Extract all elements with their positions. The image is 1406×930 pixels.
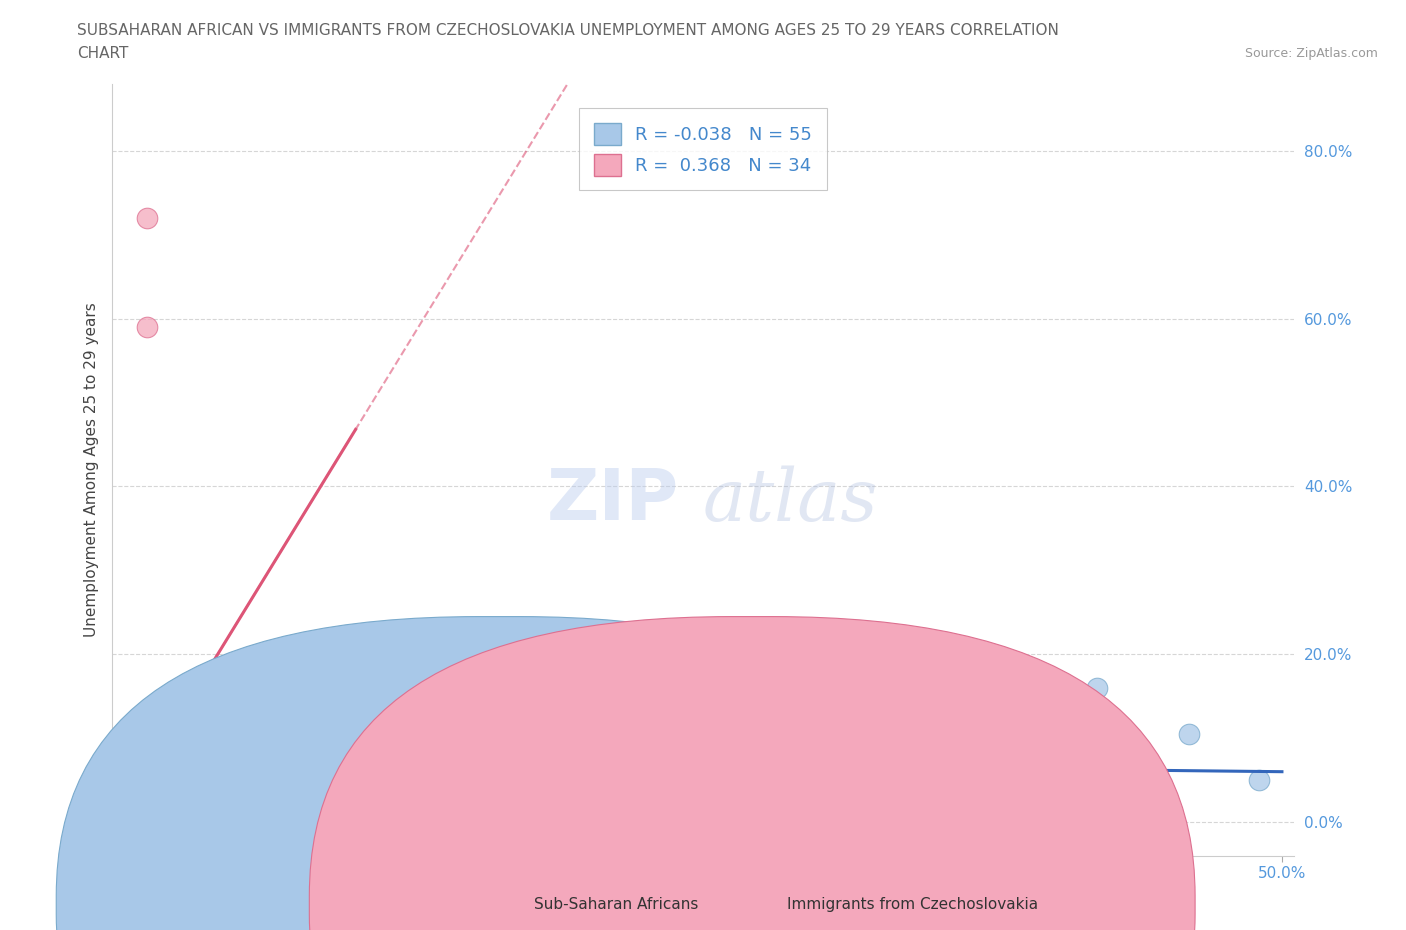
Point	[124, 781, 146, 796]
Point	[150, 773, 173, 788]
Point	[155, 777, 177, 791]
Point	[517, 714, 540, 729]
Text: ZIP: ZIP	[547, 466, 679, 535]
Point	[240, 714, 263, 729]
Point	[831, 676, 853, 691]
Point	[946, 681, 969, 696]
Point	[495, 710, 517, 724]
Point	[163, 756, 186, 771]
Point	[344, 731, 367, 746]
Point	[194, 760, 217, 775]
Legend: R = -0.038   N = 55, R =  0.368   N = 34: R = -0.038 N = 55, R = 0.368 N = 34	[579, 108, 827, 190]
Point	[599, 693, 621, 708]
Point	[205, 768, 228, 783]
Point	[645, 684, 668, 699]
Point	[122, 785, 145, 800]
Point	[170, 751, 193, 766]
Point	[201, 723, 224, 737]
Point	[217, 764, 239, 779]
Point	[276, 681, 298, 696]
Point	[131, 785, 153, 800]
Point	[472, 718, 495, 733]
Point	[240, 773, 263, 788]
Text: CHART: CHART	[77, 46, 129, 61]
Point	[807, 681, 830, 696]
Point	[530, 701, 553, 716]
Point	[1017, 689, 1039, 704]
Point	[115, 798, 138, 813]
Point	[1178, 726, 1201, 741]
Point	[183, 756, 205, 771]
Point	[159, 764, 181, 779]
Point	[714, 684, 737, 699]
Point	[217, 701, 239, 716]
Point	[163, 764, 186, 779]
Point	[155, 777, 177, 791]
Point	[484, 706, 506, 721]
Point	[194, 731, 217, 746]
Point	[437, 718, 460, 733]
Text: Immigrants from Czechoslovakia: Immigrants from Czechoslovakia	[787, 897, 1039, 912]
Point	[761, 681, 783, 696]
Point	[623, 689, 645, 704]
Point	[205, 718, 228, 733]
Y-axis label: Unemployment Among Ages 25 to 29 years: Unemployment Among Ages 25 to 29 years	[83, 302, 98, 637]
Point	[309, 748, 332, 763]
Point	[738, 676, 761, 691]
Point	[506, 706, 529, 721]
Point	[145, 777, 167, 791]
Point	[229, 684, 252, 699]
Point	[129, 777, 152, 791]
Point	[610, 701, 633, 716]
Point	[152, 764, 174, 779]
Point	[356, 726, 378, 741]
Point	[157, 768, 180, 783]
Point	[276, 764, 298, 779]
Point	[263, 768, 285, 783]
Text: SUBSAHARAN AFRICAN VS IMMIGRANTS FROM CZECHOSLOVAKIA UNEMPLOYMENT AMONG AGES 25 : SUBSAHARAN AFRICAN VS IMMIGRANTS FROM CZ…	[77, 23, 1059, 38]
Point	[1247, 773, 1270, 788]
Point	[298, 751, 321, 766]
Point	[134, 773, 156, 788]
Point	[229, 777, 252, 791]
Point	[138, 768, 160, 783]
Point	[120, 793, 142, 808]
Point	[1085, 681, 1108, 696]
Point	[148, 768, 170, 783]
Point	[136, 777, 159, 791]
Point	[136, 320, 159, 335]
Point	[692, 681, 714, 696]
Point	[391, 731, 413, 746]
Point	[877, 684, 900, 699]
Point	[127, 790, 149, 804]
Point	[177, 748, 200, 763]
Point	[402, 718, 425, 733]
Point	[118, 790, 141, 804]
Point	[141, 773, 163, 788]
Point	[367, 735, 389, 750]
Point	[141, 773, 163, 788]
Point	[187, 735, 209, 750]
Point	[460, 714, 482, 729]
Point	[131, 785, 153, 800]
Text: Sub-Saharan Africans: Sub-Saharan Africans	[534, 897, 699, 912]
Point	[669, 689, 692, 704]
Point	[136, 210, 159, 225]
Point	[413, 726, 436, 741]
Point	[576, 698, 599, 712]
Point	[118, 781, 141, 796]
Point	[170, 768, 193, 783]
Point	[252, 731, 274, 746]
Text: atlas: atlas	[703, 465, 879, 536]
Point	[900, 676, 922, 691]
Point	[183, 739, 205, 754]
Point	[321, 739, 343, 754]
Point	[143, 764, 166, 779]
Point	[252, 781, 274, 796]
Point	[541, 710, 564, 724]
Point	[380, 723, 402, 737]
Point	[785, 684, 807, 699]
Point	[333, 751, 356, 766]
Text: Source: ZipAtlas.com: Source: ZipAtlas.com	[1244, 46, 1378, 60]
